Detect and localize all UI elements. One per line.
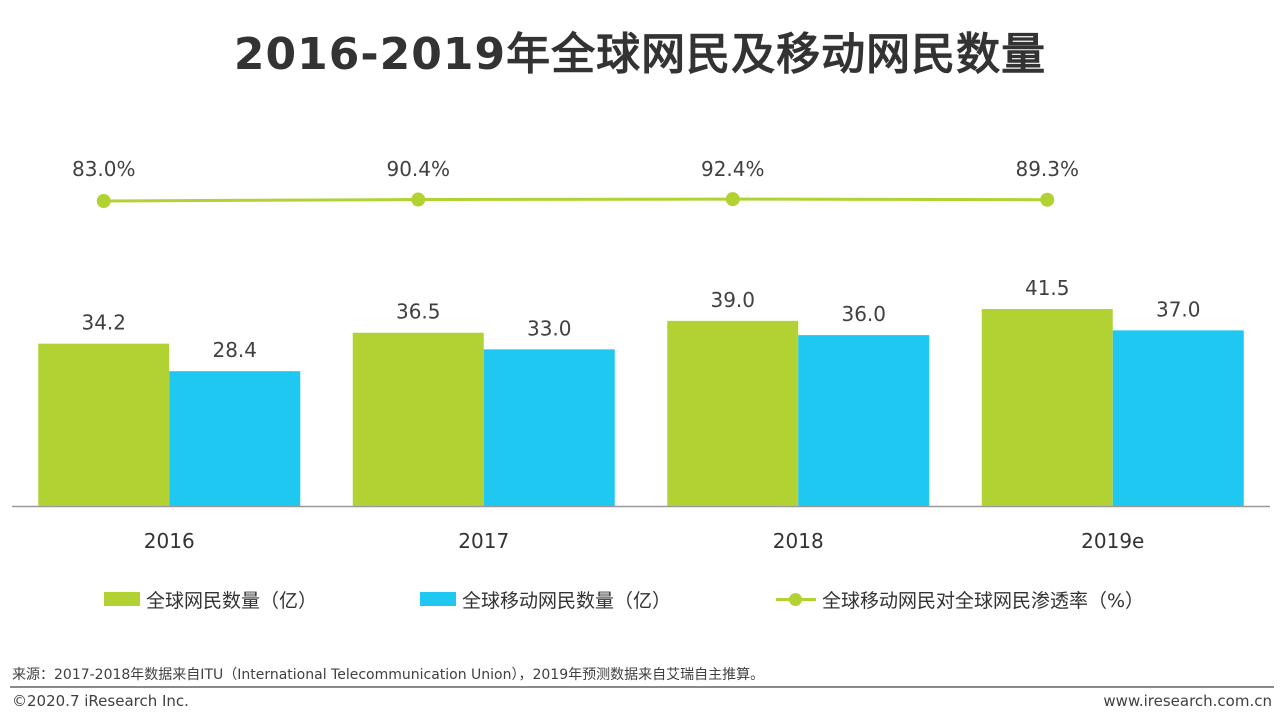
penetration-point-2019e	[1040, 192, 1055, 207]
legend-label-mobile-users: 全球移动网民数量（亿）	[462, 589, 672, 612]
bar-mobile-2016	[169, 371, 301, 506]
bar-internet-2016	[38, 343, 170, 506]
legend-swatch-line	[776, 592, 816, 606]
bar-label-mobile-2017: 33.0	[527, 316, 572, 340]
legend-item-mobile-users: 全球移动网民数量（亿）	[420, 584, 671, 614]
bar-internet-2017	[352, 332, 484, 506]
bar-mobile-2019e	[1112, 330, 1244, 506]
bar-mobile-2017	[483, 349, 615, 506]
penetration-label-2019e: 89.3%	[1015, 157, 1079, 181]
bar-label-mobile-2019e: 37.0	[1156, 297, 1201, 321]
legend-swatch-green	[104, 592, 140, 606]
legend-label-penetration: 全球移动网民对全球网民渗透率（%）	[822, 589, 1145, 612]
penetration-point-2018	[725, 192, 740, 207]
bar-label-internet-2018: 39.0	[710, 288, 755, 312]
bar-label-mobile-2018: 36.0	[841, 302, 886, 326]
legend-label-internet-users: 全球网民数量（亿）	[146, 589, 318, 612]
x-tick-2017: 2017	[458, 529, 509, 553]
website-url: www.iresearch.com.cn	[1103, 692, 1272, 710]
footer-divider	[10, 686, 1274, 688]
penetration-point-2017	[411, 192, 426, 207]
x-tick-2019e: 2019e	[1081, 529, 1144, 553]
bar-label-internet-2019e: 41.5	[1025, 276, 1070, 300]
chart-title: 2016-2019年全球网民及移动网民数量	[233, 29, 1047, 80]
x-tick-2018: 2018	[773, 529, 824, 553]
bar-internet-2019e	[981, 309, 1113, 506]
legend-item-penetration: 全球移动网民对全球网民渗透率（%）	[776, 584, 1144, 614]
chart-area: 34.2 28.4 2016 36.5 33.0 2017 39.0 36.0 2018 41.5…	[12, 157, 1270, 553]
bar-label-mobile-2016: 28.4	[212, 338, 257, 362]
bar-label-internet-2017: 36.5	[396, 300, 441, 324]
copyright: ©2020.7 iResearch Inc.	[12, 692, 189, 710]
penetration-label-2017: 90.4%	[386, 157, 450, 181]
bar-mobile-2018	[798, 335, 930, 506]
legend: 全球网民数量（亿） 全球移动网民数量（亿） 全球移动网民对全球网民渗透率（%）	[0, 584, 1280, 614]
legend-item-internet-users: 全球网民数量（亿）	[104, 584, 317, 614]
penetration-line	[103, 197, 1048, 203]
source-note: 来源：2017-2018年数据来自ITU（International Telec…	[12, 667, 765, 683]
penetration-label-2018: 92.4%	[701, 157, 765, 181]
x-tick-2016: 2016	[144, 529, 195, 553]
legend-swatch-blue	[420, 592, 456, 606]
bar-internet-2018	[667, 320, 799, 506]
penetration-label-2016: 83.0%	[72, 157, 136, 181]
penetration-point-2016	[96, 194, 111, 208]
bar-label-internet-2016: 34.2	[81, 311, 126, 335]
